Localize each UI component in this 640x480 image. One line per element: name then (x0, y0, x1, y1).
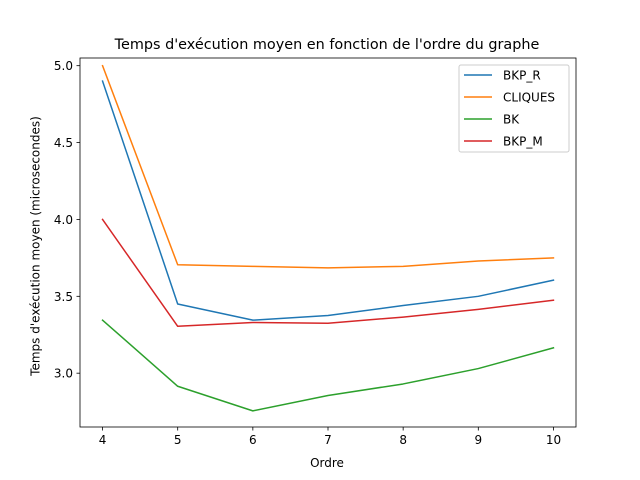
series-line-bk (101, 319, 555, 412)
legend-box (458, 64, 570, 153)
y-tick-label: 3.5 (54, 290, 73, 304)
chart-title: Temps d'exécution moyen en fonction de l… (114, 37, 540, 53)
y-tick-label: 4.0 (54, 213, 73, 227)
y-axis-label: Temps d'exécution moyen (microsecondes) (29, 116, 43, 377)
y-tick-label: 3.0 (54, 367, 73, 381)
y-tick-label: 5.0 (54, 59, 73, 73)
x-tick-label: 6 (249, 433, 257, 447)
x-axis: 4 5 6 7 8 9 10 (99, 427, 561, 447)
legend-label-cliques: CLIQUES (503, 91, 555, 105)
series-line-bkp_m (101, 218, 555, 328)
series-line-bkp_r (101, 80, 555, 321)
x-tick-label: 7 (324, 433, 332, 447)
x-tick-label: 4 (99, 433, 107, 447)
x-tick-label: 9 (474, 433, 482, 447)
legend-label-bk: BK (503, 113, 520, 127)
legend-label-bkp_r: BKP_R (503, 69, 541, 83)
x-tick-label: 5 (174, 433, 182, 447)
x-tick-label: 8 (399, 433, 407, 447)
x-tick-label: 10 (546, 433, 561, 447)
series-line-cliques (101, 64, 555, 269)
y-axis: 3.0 3.5 4.0 4.5 5.0 (54, 59, 80, 381)
x-axis-label: Ordre (310, 456, 344, 470)
legend: BKP_R CLIQUES BK BKP_M (458, 64, 570, 153)
y-tick-label: 4.5 (54, 136, 73, 150)
legend-label-bkp_m: BKP_M (503, 135, 543, 149)
